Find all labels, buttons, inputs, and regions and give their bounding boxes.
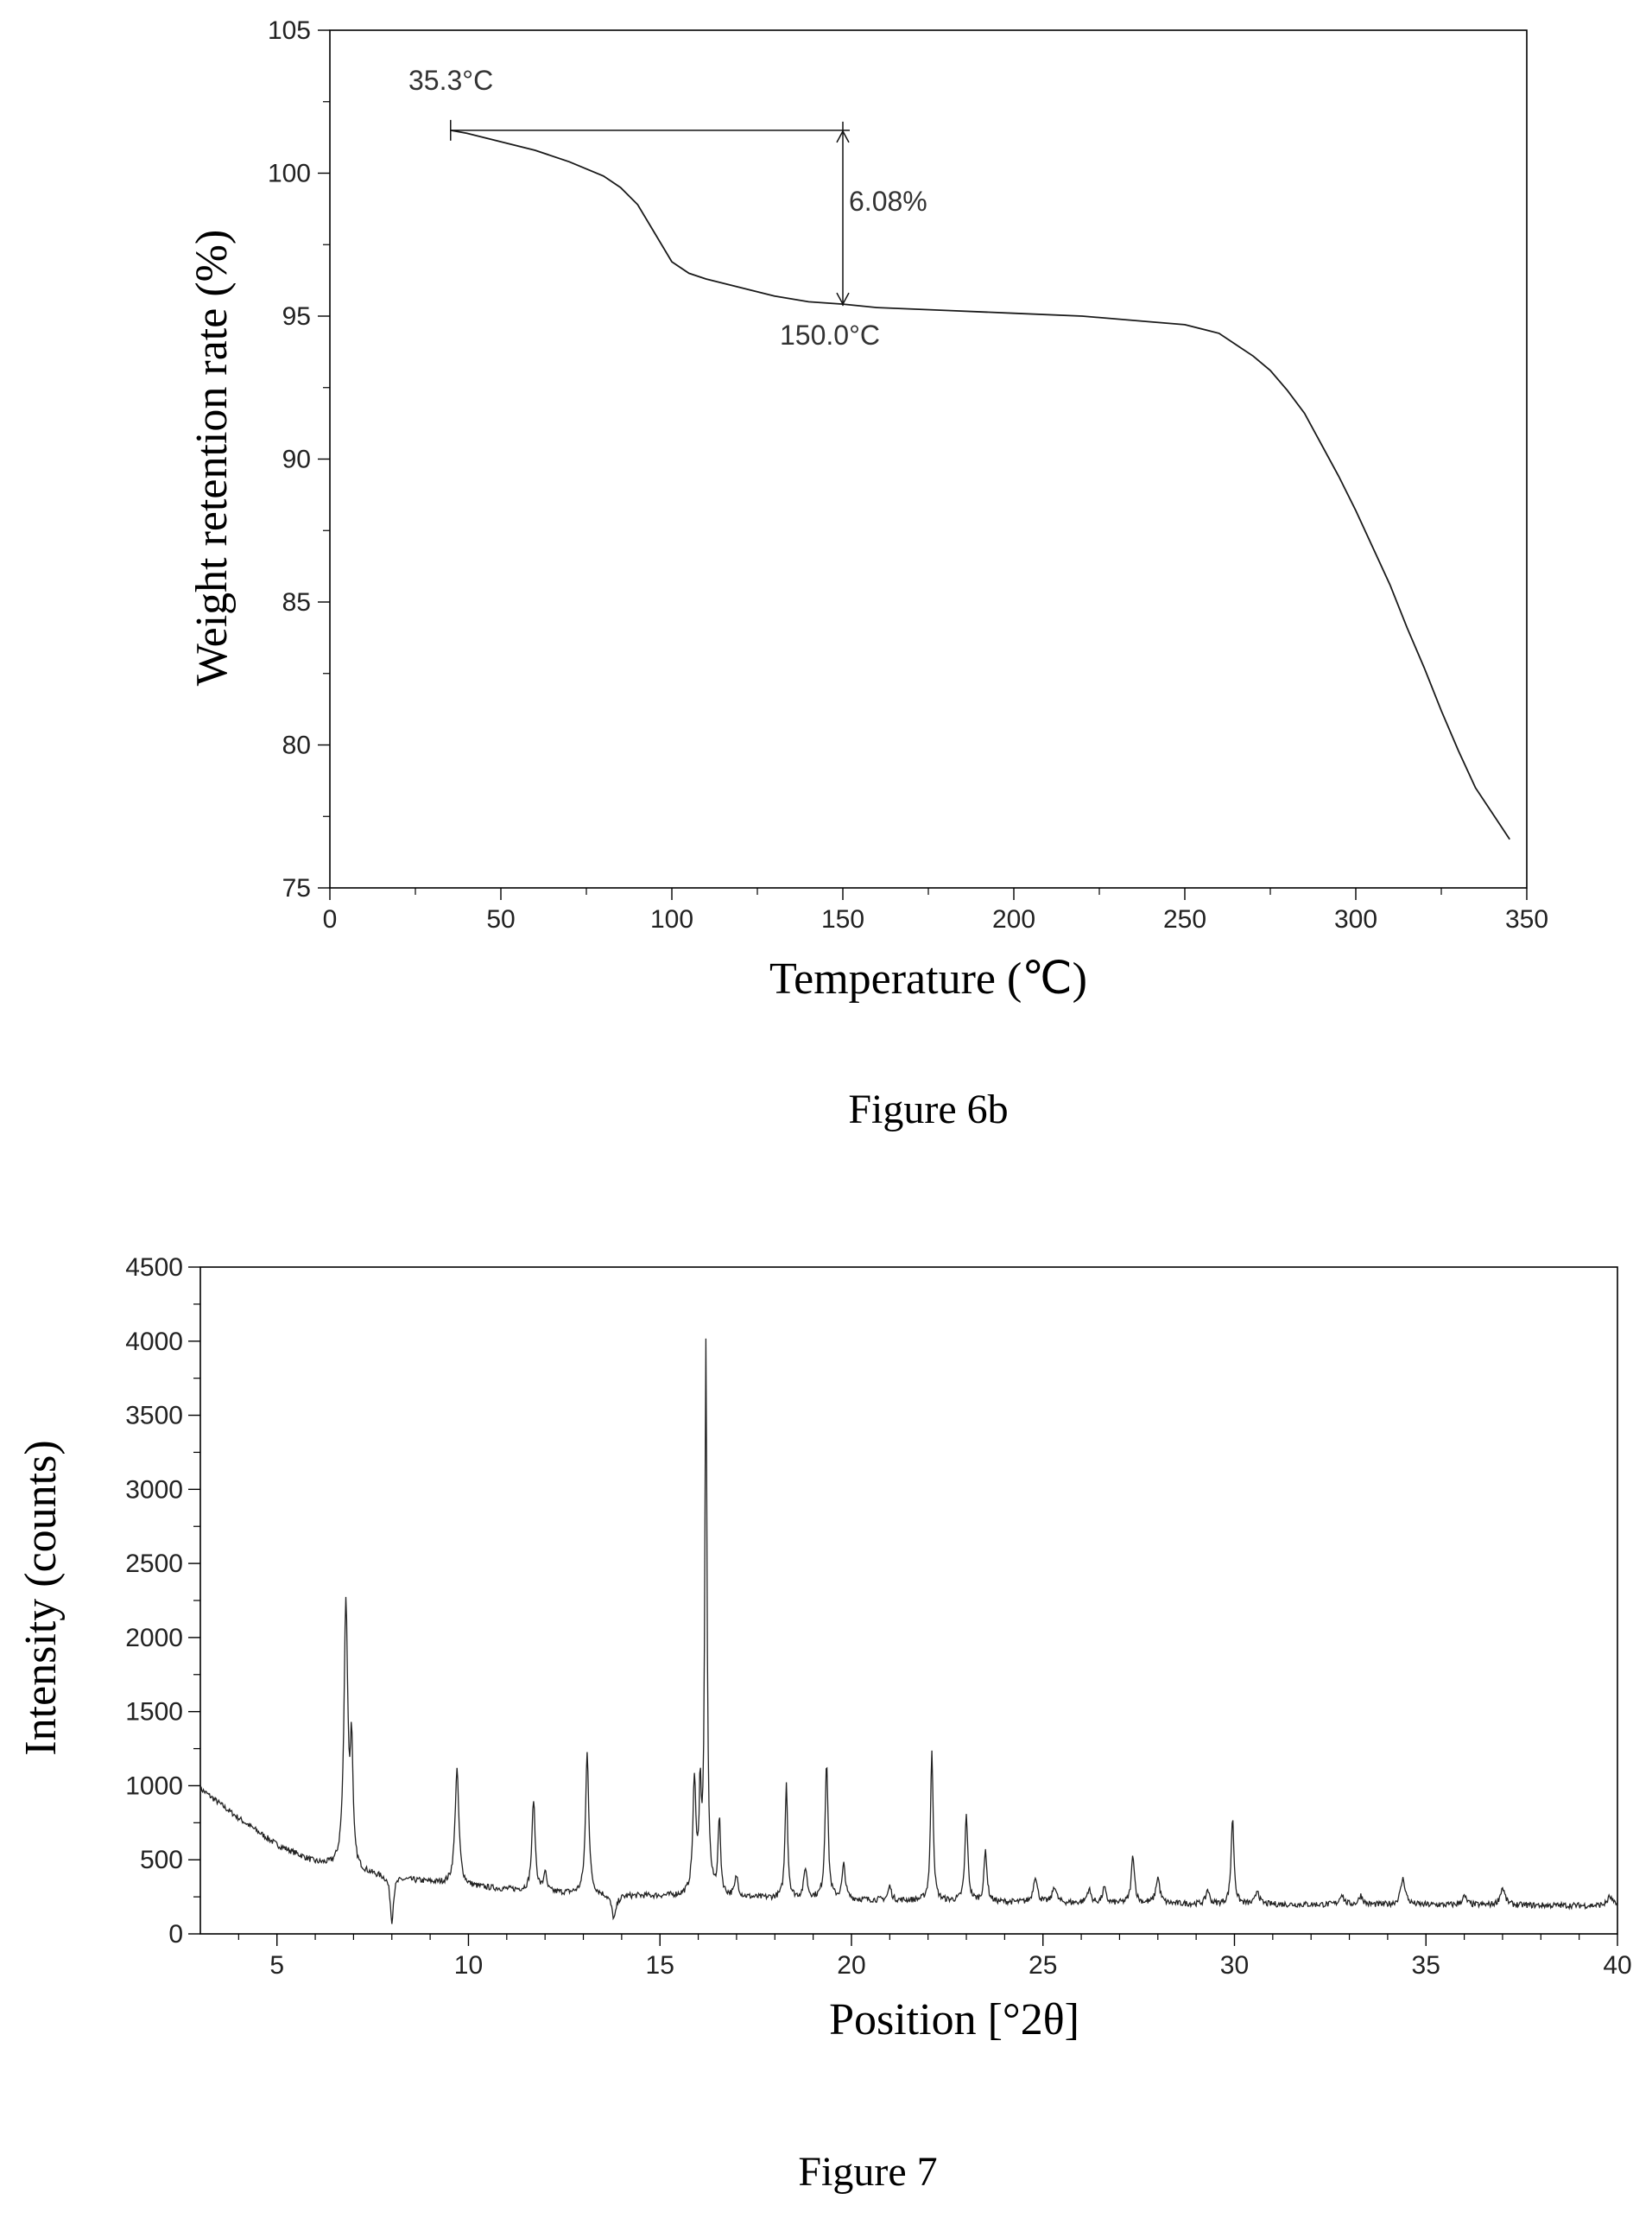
xrd-x-tick-label: 40 — [1603, 1951, 1631, 1980]
xrd-y-axis-title: Intensity (counts) — [16, 1440, 66, 1755]
tga-figure-caption: Figure 6b — [848, 1087, 1008, 1132]
xrd-x-tick-label: 35 — [1412, 1951, 1440, 1980]
xrd-ticks — [188, 1266, 1618, 1946]
tga-x-tick-label: 350 — [1505, 905, 1548, 934]
tga-x-tick-label: 200 — [992, 905, 1035, 934]
tga-y-tick-label: 95 — [282, 302, 311, 331]
xrd-diffraction-pattern — [199, 1338, 1618, 1924]
xrd-y-tick-label: 4500 — [125, 1253, 183, 1282]
tga-y-tick-label: 85 — [282, 588, 311, 617]
tga-y-tick-labels: 75 80 85 90 95 100 105 — [268, 16, 311, 903]
tga-x-tick-label: 0 — [323, 905, 338, 934]
tga-x-tick-label: 50 — [486, 905, 515, 934]
tga-x-tick-label: 150 — [821, 905, 864, 934]
tga-end-label: 150.0°C — [780, 320, 880, 351]
tga-y-axis-title: Weight retention rate (%) — [187, 230, 237, 687]
xrd-y-tick-label: 2000 — [125, 1624, 183, 1652]
tga-y-tick-label: 80 — [282, 732, 311, 760]
xrd-y-tick-label: 4000 — [125, 1328, 183, 1356]
xrd-x-axis-title: Position [°2θ] — [829, 1995, 1079, 2044]
xrd-x-tick-label: 5 — [269, 1951, 284, 1980]
tga-y-tick-label: 75 — [282, 874, 311, 903]
tga-y-tick-label: 105 — [268, 16, 311, 45]
tga-chart: 0 50 100 150 200 250 300 350 75 80 85 90 95 100 105 3… — [187, 16, 1548, 1132]
xrd-y-tick-label: 2500 — [125, 1550, 183, 1578]
tga-start-label: 35.3°C — [408, 65, 493, 96]
xrd-x-tick-label: 10 — [454, 1951, 483, 1980]
xrd-x-tick-labels: 5 10 15 20 25 30 35 40 — [269, 1951, 1631, 1980]
xrd-x-tick-label: 20 — [837, 1951, 865, 1980]
tga-y-tick-label: 90 — [282, 446, 311, 474]
tga-plot-frame — [329, 29, 1528, 889]
tga-loss-label: 6.08% — [849, 186, 927, 217]
xrd-y-tick-label: 1000 — [125, 1771, 183, 1800]
tga-x-tick-label: 300 — [1334, 905, 1377, 934]
xrd-chart: 5 10 15 20 25 30 35 40 0 500 1000 1500 2000 2500 3000… — [16, 1253, 1632, 2195]
xrd-y-tick-label: 0 — [168, 1920, 183, 1949]
tga-annotation-up-arrowhead — [836, 130, 850, 143]
xrd-y-tick-label: 3000 — [125, 1475, 183, 1504]
tga-x-tick-labels: 0 50 100 150 200 250 300 350 — [323, 905, 1548, 934]
xrd-x-tick-label: 15 — [646, 1951, 674, 1980]
xrd-x-tick-label: 30 — [1220, 1951, 1249, 1980]
xrd-y-tick-label: 3500 — [125, 1402, 183, 1430]
xrd-y-tick-label: 500 — [140, 1846, 183, 1874]
tga-ticks — [318, 29, 1528, 900]
xrd-plot-frame — [199, 1266, 1618, 1935]
tga-annotation-down-arrowhead — [836, 292, 850, 306]
xrd-y-tick-labels: 0 500 1000 1500 2000 2500 3000 3500 4000 4500 — [125, 1253, 183, 1949]
tga-weight-curve — [450, 130, 1510, 840]
tga-y-tick-label: 100 — [268, 160, 311, 188]
xrd-figure-caption: Figure 7 — [798, 2149, 937, 2195]
tga-mass-loss-annotation — [450, 119, 850, 307]
tga-x-tick-label: 250 — [1163, 905, 1206, 934]
xrd-x-tick-label: 25 — [1029, 1951, 1057, 1980]
tga-x-axis-title: Temperature (℃) — [769, 954, 1087, 1004]
tga-x-tick-label: 100 — [650, 905, 693, 934]
xrd-y-tick-label: 1500 — [125, 1698, 183, 1727]
